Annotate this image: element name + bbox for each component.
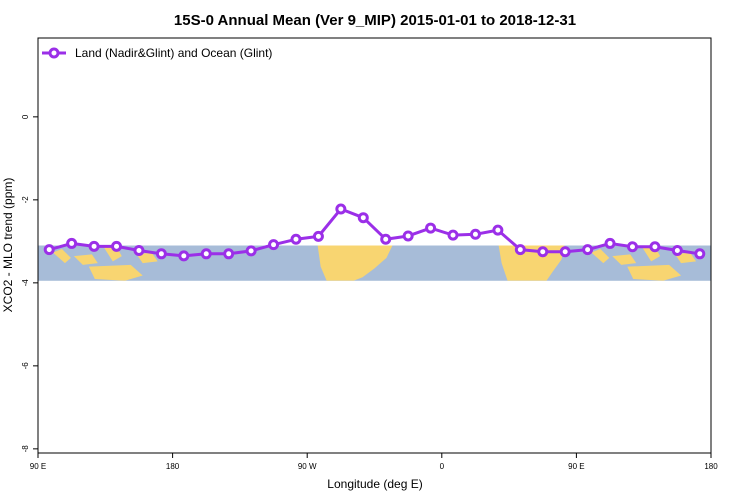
data-point xyxy=(245,245,257,257)
data-point xyxy=(66,237,78,249)
x-tick-label: 0 xyxy=(440,462,445,471)
data-point xyxy=(537,246,549,258)
data-point xyxy=(582,244,594,256)
legend-series-name: Land (Nadir&Glint) and Ocean (Glint) xyxy=(75,46,272,60)
data-point xyxy=(469,228,481,240)
data-point xyxy=(290,233,302,245)
data-point xyxy=(492,224,504,236)
y-tick-label: -4 xyxy=(21,279,30,287)
data-point xyxy=(671,244,683,256)
data-point xyxy=(626,241,638,253)
map-land-south-america xyxy=(317,245,393,281)
y-tick-label: -8 xyxy=(21,445,30,453)
y-tick-label: 0 xyxy=(21,114,30,119)
data-point xyxy=(357,212,369,224)
data-point xyxy=(200,248,212,260)
data-point xyxy=(335,203,347,215)
data-point xyxy=(514,244,526,256)
plot-area: 90 E 180 90 W 0 90 E 180 0 -2 -4 -6 -8 xyxy=(21,37,718,471)
data-point xyxy=(43,244,55,256)
data-point xyxy=(312,230,324,242)
map-land-maritime-continent-repeat xyxy=(591,245,697,281)
data-point xyxy=(559,246,571,258)
legend: Land (Nadir&Glint) and Ocean (Glint) xyxy=(42,46,272,60)
data-point xyxy=(155,248,167,260)
data-point xyxy=(402,230,414,242)
data-point xyxy=(133,244,145,256)
x-tick-label: 90 E xyxy=(568,462,584,471)
data-point xyxy=(268,239,280,251)
x-tick-label: 180 xyxy=(704,462,718,471)
data-point xyxy=(604,237,616,249)
map-land-africa xyxy=(498,245,565,281)
data-point xyxy=(447,229,459,241)
plot-frame xyxy=(37,37,712,454)
map-land-shapes xyxy=(52,245,697,281)
x-axis-label: Longitude (deg E) xyxy=(327,477,422,491)
y-axis-label: XCO2 - MLO trend (ppm) xyxy=(1,178,15,313)
x-tick-label: 180 xyxy=(166,462,180,471)
data-point xyxy=(111,240,123,252)
data-point xyxy=(694,248,706,260)
x-tick-label: 90 E xyxy=(30,462,46,471)
data-point xyxy=(649,241,661,253)
data-point xyxy=(425,222,437,234)
legend-point-marker xyxy=(48,47,60,59)
data-point xyxy=(178,250,190,262)
data-point xyxy=(88,240,100,252)
y-tick-label: -2 xyxy=(21,196,30,204)
data-point xyxy=(223,248,235,260)
map-land-maritime-continent xyxy=(52,245,158,281)
x-tick-label: 90 W xyxy=(298,462,317,471)
data-point xyxy=(380,233,392,245)
chart-title: 15S-0 Annual Mean (Ver 9_MIP) 2015-01-01… xyxy=(174,12,576,29)
y-tick-label: -6 xyxy=(21,362,30,370)
